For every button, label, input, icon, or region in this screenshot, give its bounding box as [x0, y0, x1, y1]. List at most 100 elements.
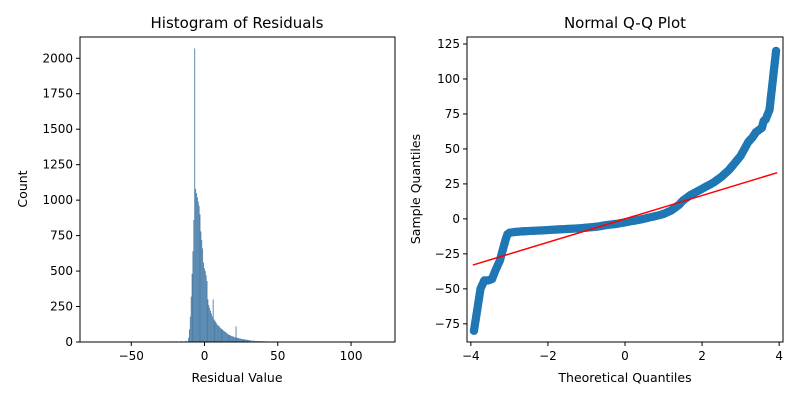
histogram-bar: [248, 340, 250, 342]
qq-x-tick-label: −2: [539, 349, 557, 363]
histogram-bar: [246, 339, 248, 342]
histogram-y-label: Count: [15, 170, 30, 207]
histogram-bar: [201, 239, 203, 342]
histogram-bar: [195, 188, 197, 342]
histogram-bar: [213, 319, 215, 342]
histogram-bar: [254, 340, 256, 342]
histogram-bar: [242, 339, 244, 342]
qq-panel: Normal Q-Q Plot −4 −2 0 2 4 −75 −50 −25 0 25 50 75…: [408, 14, 784, 385]
histogram-bar: [206, 281, 208, 342]
histogram-bar: [209, 307, 211, 342]
histogram-y-tick-label: 750: [50, 229, 73, 243]
qq-y-tick-label: 125: [437, 37, 460, 51]
histogram-y-tick-label: 2000: [42, 51, 73, 65]
histogram-bar: [232, 336, 233, 342]
histogram-x-tick-label: −50: [119, 349, 144, 363]
histogram-x-tick-label: 100: [340, 349, 363, 363]
histogram-y-tick-label: 1250: [42, 158, 73, 172]
qq-title: Normal Q-Q Plot: [564, 14, 686, 32]
histogram-bar: [234, 337, 236, 342]
histogram-bar: [222, 329, 224, 342]
histogram-bar: [238, 338, 240, 342]
qq-y-label: Sample Quantiles: [408, 134, 423, 244]
histogram-bar: [189, 316, 191, 342]
histogram-bar: [233, 337, 235, 342]
histogram-bar: [241, 339, 243, 342]
histogram-bar: [219, 327, 221, 342]
histogram-bar: [221, 329, 223, 342]
histogram-bar: [244, 339, 246, 342]
histogram-bar: [245, 339, 247, 342]
qq-y-ticks: −75 −50 −25 0 25 50 75 100 125: [435, 37, 467, 331]
histogram-bar: [188, 337, 190, 342]
histogram-bar: [214, 320, 216, 342]
qq-y-tick-label: 100: [437, 72, 460, 86]
histogram-y-ticks: 0 250 500 750 1000 1250 1500 1750 2000: [42, 51, 80, 349]
histogram-bar: [208, 305, 210, 342]
histogram-bar: [203, 268, 205, 342]
histogram-y-tick-label: 1000: [42, 193, 73, 207]
histogram-bar: [235, 326, 237, 342]
qq-fit-line: [472, 171, 778, 266]
histogram-bar: [202, 248, 204, 342]
histogram-bar: [196, 197, 198, 342]
histogram-axes-frame: [79, 36, 396, 343]
histogram-panel: Histogram of Residuals −50 0 50 100 0 250 500…: [15, 14, 396, 385]
histogram-x-ticks: −50 0 50 100: [119, 342, 363, 363]
histogram-bar: [243, 339, 245, 342]
histogram-bar: [231, 336, 233, 342]
histogram-bar: [196, 193, 197, 342]
histogram-bar: [255, 340, 257, 342]
qq-y-tick-label: 25: [445, 177, 460, 191]
histogram-title: Histogram of Residuals: [151, 14, 324, 32]
histogram-bar: [227, 334, 229, 342]
qq-y-tick-label: −50: [435, 282, 460, 296]
histogram-bar: [225, 332, 226, 342]
histogram-bar: [230, 335, 232, 342]
histogram-bar: [249, 340, 251, 342]
histogram-bar: [203, 262, 204, 342]
histogram-bar: [237, 338, 239, 342]
qq-x-ticks: −4 −2 0 2 4: [462, 342, 783, 363]
histogram-bars: [87, 48, 382, 343]
histogram-bar: [228, 334, 230, 342]
histogram-bar: [200, 231, 202, 342]
histogram-bar: [198, 205, 200, 342]
histogram-bar: [224, 331, 226, 342]
histogram-bar: [251, 340, 253, 342]
histogram-y-tick-label: 500: [50, 264, 73, 278]
histogram-bar: [216, 323, 218, 342]
histogram-bar: [211, 316, 213, 342]
qq-x-tick-label: 4: [775, 349, 783, 363]
histogram-y-tick-label: 1750: [42, 87, 73, 101]
histogram-bar: [193, 220, 195, 342]
histogram-y-tick-label: 0: [65, 335, 73, 349]
histogram-bar: [252, 340, 254, 342]
histogram-bar: [226, 333, 228, 342]
histogram-y-tick-label: 250: [50, 300, 73, 314]
histogram-bar: [223, 330, 225, 342]
histogram-bar: [225, 332, 227, 342]
qq-x-tick-label: 2: [698, 349, 706, 363]
histogram-bar: [185, 340, 187, 342]
histogram-bar: [194, 48, 196, 342]
histogram-bar: [239, 338, 240, 342]
histogram-x-label: Residual Value: [191, 370, 282, 385]
histogram-bar: [218, 325, 219, 342]
histogram-x-tick-label: 0: [201, 349, 209, 363]
histogram-bar: [192, 251, 194, 342]
qq-y-tick-label: 75: [445, 107, 460, 121]
qq-x-label: Theoretical Quantiles: [557, 370, 691, 385]
qq-axes-frame: [466, 36, 784, 343]
histogram-x-tick-label: 50: [270, 349, 285, 363]
histogram-bar: [205, 275, 207, 342]
qq-x-tick-label: −4: [462, 349, 480, 363]
histogram-bar: [189, 329, 190, 342]
histogram-bar: [191, 273, 193, 342]
qq-y-tick-label: −25: [435, 247, 460, 261]
histogram-bar: [207, 299, 209, 342]
histogram-bar: [239, 338, 241, 342]
qq-y-tick-label: −75: [435, 317, 460, 331]
histogram-bar: [210, 310, 211, 342]
